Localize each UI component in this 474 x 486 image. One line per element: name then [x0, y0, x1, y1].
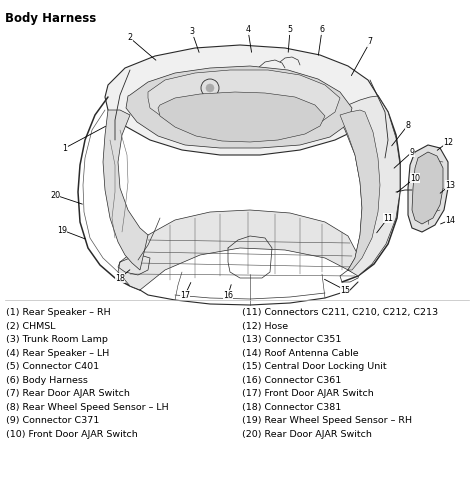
Text: 7: 7 [367, 37, 373, 47]
Text: Body Harness: Body Harness [5, 12, 96, 25]
Text: (2) CHMSL: (2) CHMSL [6, 322, 55, 330]
Text: 2: 2 [128, 34, 133, 42]
Circle shape [206, 84, 214, 92]
Text: (1) Rear Speaker – RH: (1) Rear Speaker – RH [6, 308, 110, 317]
Text: 15: 15 [340, 285, 350, 295]
Polygon shape [148, 70, 340, 135]
Text: (9) Connector C371: (9) Connector C371 [6, 416, 99, 425]
Text: 18: 18 [115, 274, 125, 282]
Text: 10: 10 [410, 174, 420, 183]
Text: (3) Trunk Room Lamp: (3) Trunk Room Lamp [6, 335, 108, 344]
Polygon shape [158, 92, 325, 142]
Text: 14: 14 [445, 215, 455, 225]
Text: (7) Rear Door AJAR Switch: (7) Rear Door AJAR Switch [6, 389, 130, 398]
Text: 16: 16 [223, 291, 233, 299]
Text: 13: 13 [445, 180, 455, 190]
Text: (6) Body Harness: (6) Body Harness [6, 376, 88, 384]
Polygon shape [103, 110, 148, 270]
Text: (11) Connectors C211, C210, C212, C213: (11) Connectors C211, C210, C212, C213 [242, 308, 438, 317]
Text: (5) Connector C401: (5) Connector C401 [6, 362, 99, 371]
Text: (15) Central Door Locking Unit: (15) Central Door Locking Unit [242, 362, 387, 371]
Text: 12: 12 [443, 138, 453, 146]
Polygon shape [335, 96, 400, 276]
Text: 20: 20 [50, 191, 60, 199]
Text: (13) Connector C351: (13) Connector C351 [242, 335, 341, 344]
Polygon shape [408, 145, 448, 232]
Text: 19: 19 [57, 226, 67, 235]
Text: (12) Hose: (12) Hose [242, 322, 288, 330]
Text: 6: 6 [319, 25, 325, 35]
Text: 5: 5 [287, 25, 292, 35]
Text: 8: 8 [405, 121, 410, 129]
Text: (18) Connector C381: (18) Connector C381 [242, 402, 341, 412]
Text: (4) Rear Speaker – LH: (4) Rear Speaker – LH [6, 348, 109, 358]
Text: (20) Rear Door AJAR Switch: (20) Rear Door AJAR Switch [242, 430, 372, 438]
Text: (14) Roof Antenna Cable: (14) Roof Antenna Cable [242, 348, 359, 358]
Polygon shape [340, 110, 380, 270]
Polygon shape [105, 45, 378, 155]
Text: 4: 4 [246, 25, 250, 35]
Text: (10) Front Door AJAR Switch: (10) Front Door AJAR Switch [6, 430, 138, 438]
Polygon shape [412, 152, 443, 224]
Text: (16) Connector C361: (16) Connector C361 [242, 376, 341, 384]
Text: 11: 11 [383, 213, 393, 223]
Text: (19) Rear Wheel Speed Sensor – RH: (19) Rear Wheel Speed Sensor – RH [242, 416, 412, 425]
Text: (8) Rear Wheel Speed Sensor – LH: (8) Rear Wheel Speed Sensor – LH [6, 402, 169, 412]
Text: (17) Front Door AJAR Switch: (17) Front Door AJAR Switch [242, 389, 374, 398]
Text: 9: 9 [410, 147, 415, 156]
Polygon shape [118, 210, 358, 290]
Text: 3: 3 [190, 28, 194, 36]
Text: 17: 17 [180, 291, 190, 299]
Polygon shape [126, 66, 352, 148]
Text: 1: 1 [63, 143, 67, 153]
